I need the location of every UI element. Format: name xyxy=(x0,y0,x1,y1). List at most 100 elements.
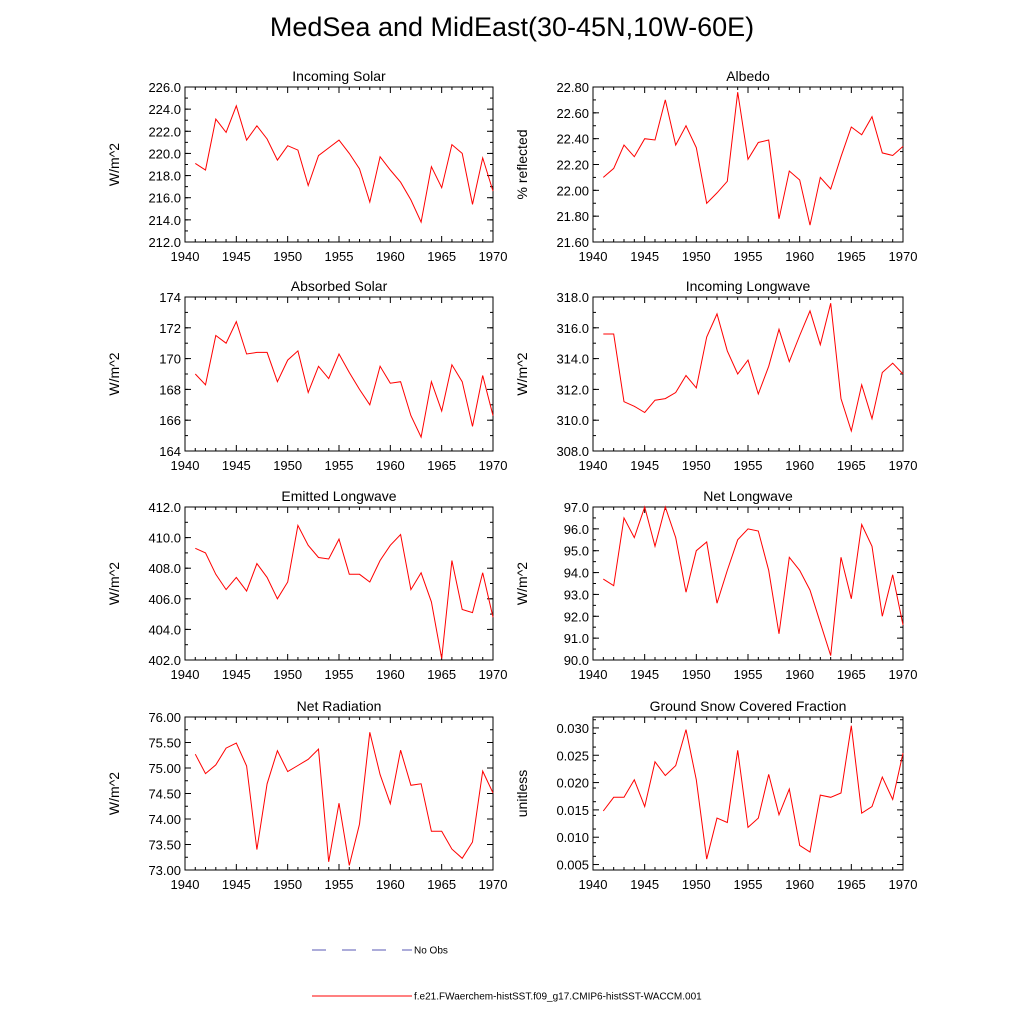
y-tick-label: 212.0 xyxy=(148,235,181,250)
series-line xyxy=(194,320,494,439)
y-tick-label: 0.010 xyxy=(556,830,589,845)
plot-frame xyxy=(592,506,904,661)
y-tick-label: 222.0 xyxy=(148,124,181,139)
y-tick-label: 97.0 xyxy=(564,500,589,515)
x-tick-label: 1945 xyxy=(630,667,659,682)
series-line xyxy=(194,732,494,866)
y-axis-label: W/m^2 xyxy=(514,562,530,605)
legend-label: f.e21.FWaerchem-histSST.f09_g17.CMIP6-hi… xyxy=(414,992,702,1003)
x-tick-label: 1970 xyxy=(889,667,918,682)
y-tick-label: 318.0 xyxy=(556,290,589,305)
y-tick-label: 0.015 xyxy=(556,803,589,818)
y-tick-label: 168 xyxy=(159,382,181,397)
x-tick-label: 1970 xyxy=(479,249,508,264)
y-tick-label: 75.50 xyxy=(148,736,181,751)
panel-8: Ground Snow Covered Fraction unitless 1940… xyxy=(514,698,917,892)
y-axis-label: unitless xyxy=(514,770,530,817)
x-tick-label: 1965 xyxy=(837,249,866,264)
x-tick-label: 1970 xyxy=(479,877,508,892)
y-tick-label: 226.0 xyxy=(148,80,181,95)
panel-4: Incoming Longwave W/m^2 1940 1945 1950 1955 19… xyxy=(514,278,917,473)
x-tick-label: 1955 xyxy=(325,667,354,682)
y-tick-label: 164 xyxy=(159,444,181,459)
panel-title: Incoming Longwave xyxy=(686,278,811,294)
panel-1: Incoming Solar W/m^2 1940 1945 1950 1955 1960 1… xyxy=(106,68,507,264)
x-tick-label: 1965 xyxy=(837,877,866,892)
x-tick-label: 1940 xyxy=(171,877,200,892)
panel-title: Albedo xyxy=(726,68,770,84)
x-tick-label: 1950 xyxy=(682,877,711,892)
x-tick-label: 1955 xyxy=(734,458,763,473)
y-tick-label: 74.50 xyxy=(148,787,181,802)
y-axis-label: % reflected xyxy=(514,129,530,199)
x-tick-label: 1965 xyxy=(427,667,456,682)
x-tick-label: 1970 xyxy=(889,249,918,264)
y-tick-label: 316.0 xyxy=(556,321,589,336)
x-tick-label: 1950 xyxy=(273,667,302,682)
y-tick-label: 96.0 xyxy=(564,522,589,537)
y-axis-label: W/m^2 xyxy=(106,352,122,395)
main-title: MedSea and MidEast(30-45N,10W-60E) xyxy=(269,12,755,42)
y-axis-label: W/m^2 xyxy=(514,352,530,395)
x-tick-label: 1955 xyxy=(325,249,354,264)
y-tick-label: 220.0 xyxy=(148,146,181,161)
legend: No Obs f.e21.FWaerchem-histSST.f09_g17.CM… xyxy=(312,946,702,1003)
y-tick-label: 22.60 xyxy=(556,106,589,121)
x-tick-label: 1960 xyxy=(376,667,405,682)
x-tick-label: 1970 xyxy=(479,458,508,473)
x-tick-label: 1945 xyxy=(222,667,251,682)
y-tick-label: 308.0 xyxy=(556,444,589,459)
x-tick-label: 1960 xyxy=(376,458,405,473)
y-tick-label: 172 xyxy=(159,321,181,336)
y-tick-label: 94.0 xyxy=(564,566,589,581)
y-tick-label: 0.005 xyxy=(556,858,589,873)
y-tick-label: 21.80 xyxy=(556,209,589,224)
panel-6: Net Longwave W/m^2 1940 1945 1950 1955 1960 196… xyxy=(514,488,917,682)
y-tick-label: 90.0 xyxy=(564,653,589,668)
x-tick-label: 1960 xyxy=(785,249,814,264)
y-tick-label: 166 xyxy=(159,413,181,428)
x-tick-label: 1940 xyxy=(171,667,200,682)
x-tick-label: 1940 xyxy=(579,458,608,473)
legend-label: No Obs xyxy=(414,946,448,957)
x-tick-label: 1965 xyxy=(427,458,456,473)
x-tick-label: 1965 xyxy=(427,877,456,892)
x-tick-label: 1940 xyxy=(579,877,608,892)
plot-frame xyxy=(592,86,904,243)
y-tick-label: 92.0 xyxy=(564,609,589,624)
x-tick-label: 1970 xyxy=(889,877,918,892)
x-tick-label: 1940 xyxy=(171,249,200,264)
panel-2: Albedo % reflected 1940 1945 1950 1955 1960 196… xyxy=(514,68,917,264)
x-tick-label: 1955 xyxy=(734,249,763,264)
y-tick-label: 73.50 xyxy=(148,838,181,853)
x-tick-label: 1960 xyxy=(376,877,405,892)
y-tick-label: 408.0 xyxy=(148,561,181,576)
x-tick-label: 1960 xyxy=(376,249,405,264)
y-axis-label: W/m^2 xyxy=(106,562,122,605)
y-tick-label: 218.0 xyxy=(148,169,181,184)
series-line xyxy=(603,303,904,433)
x-tick-label: 1960 xyxy=(785,667,814,682)
x-tick-label: 1970 xyxy=(889,458,918,473)
x-tick-label: 1965 xyxy=(837,667,866,682)
x-tick-label: 1950 xyxy=(273,877,302,892)
y-tick-label: 216.0 xyxy=(148,191,181,206)
y-tick-label: 22.00 xyxy=(556,183,589,198)
x-tick-label: 1970 xyxy=(479,667,508,682)
x-tick-label: 1940 xyxy=(171,458,200,473)
y-tick-label: 310.0 xyxy=(556,413,589,428)
y-tick-label: 75.00 xyxy=(148,761,181,776)
series-line xyxy=(195,523,494,659)
x-tick-label: 1950 xyxy=(273,458,302,473)
panel-title: Emitted Longwave xyxy=(281,488,396,504)
series-line xyxy=(195,104,494,224)
plot-frame xyxy=(184,716,494,871)
y-tick-label: 95.0 xyxy=(564,544,589,559)
y-tick-label: 406.0 xyxy=(148,592,181,607)
x-tick-label: 1960 xyxy=(785,458,814,473)
x-tick-label: 1950 xyxy=(682,667,711,682)
y-tick-label: 22.80 xyxy=(556,80,589,95)
panel-title: Net Longwave xyxy=(703,488,793,504)
x-tick-label: 1960 xyxy=(785,877,814,892)
